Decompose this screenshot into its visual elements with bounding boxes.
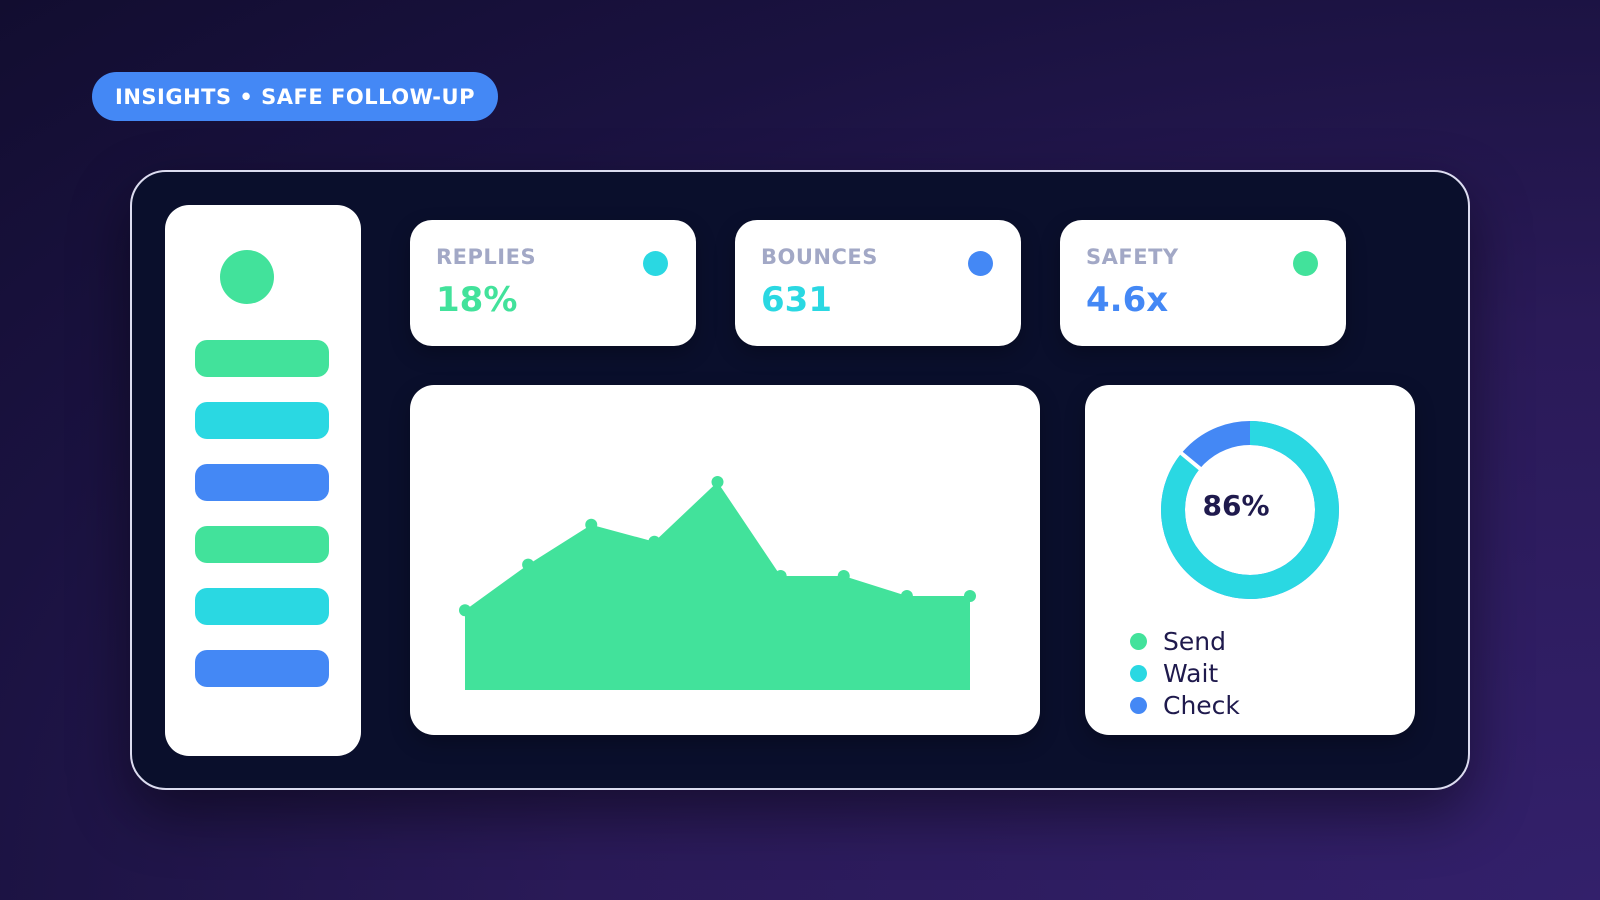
sidebar-item-5[interactable]: [195, 588, 329, 625]
donut-legend: Send Wait Check: [1130, 625, 1240, 721]
stat-label: REPLIES: [436, 245, 537, 269]
sidebar-item-1[interactable]: [195, 340, 329, 377]
stat-card-bounces[interactable]: BOUNCES 631: [735, 220, 1021, 346]
data-point[interactable]: [837, 570, 850, 582]
sidebar-item-2[interactable]: [195, 402, 329, 439]
donut-chart: [1161, 421, 1339, 599]
legend-dot-icon: [1130, 632, 1147, 650]
data-point[interactable]: [585, 518, 598, 531]
area-chart: [459, 475, 976, 690]
legend-item-send: Send: [1130, 625, 1240, 657]
legend-item-check: Check: [1130, 689, 1240, 721]
donut-panel: 86% Send Wait Check: [1085, 385, 1415, 735]
legend-label: Wait: [1163, 658, 1219, 688]
stat-value: 4.6x: [1086, 280, 1169, 320]
status-dot-icon: [968, 251, 993, 276]
data-point[interactable]: [900, 589, 913, 602]
data-point[interactable]: [964, 589, 976, 602]
stat-value: 18%: [436, 280, 518, 320]
sidebar-item-4[interactable]: [195, 526, 329, 563]
data-point[interactable]: [774, 570, 787, 582]
stat-card-safety[interactable]: SAFETY 4.6x: [1060, 220, 1346, 346]
stat-label: BOUNCES: [761, 245, 878, 269]
stat-label: SAFETY: [1086, 245, 1179, 269]
stat-value: 631: [761, 280, 832, 320]
data-point[interactable]: [711, 475, 724, 488]
area-series: [465, 481, 970, 690]
legend-label: Send: [1163, 626, 1226, 656]
status-dot-icon: [643, 251, 668, 276]
data-point[interactable]: [522, 558, 535, 571]
legend-item-wait: Wait: [1130, 657, 1240, 689]
legend-label: Check: [1163, 690, 1240, 720]
avatar[interactable]: [220, 250, 274, 304]
legend-dot-icon: [1130, 664, 1147, 682]
area-chart-panel: [410, 385, 1040, 735]
data-point[interactable]: [648, 535, 661, 548]
stat-card-replies[interactable]: REPLIES 18%: [410, 220, 696, 346]
sidebar-item-3[interactable]: [195, 464, 329, 501]
donut-gap: [1178, 450, 1203, 472]
donut-main-arc: [1161, 421, 1339, 599]
sidebar: [165, 205, 361, 756]
data-point[interactable]: [459, 604, 471, 617]
legend-dot-icon: [1130, 696, 1147, 714]
sidebar-item-6[interactable]: [195, 650, 329, 687]
insights-tag: INSIGHTS • SAFE FOLLOW-UP: [92, 72, 498, 121]
donut-center-label: 86%: [1202, 489, 1270, 522]
status-dot-icon: [1293, 251, 1318, 276]
